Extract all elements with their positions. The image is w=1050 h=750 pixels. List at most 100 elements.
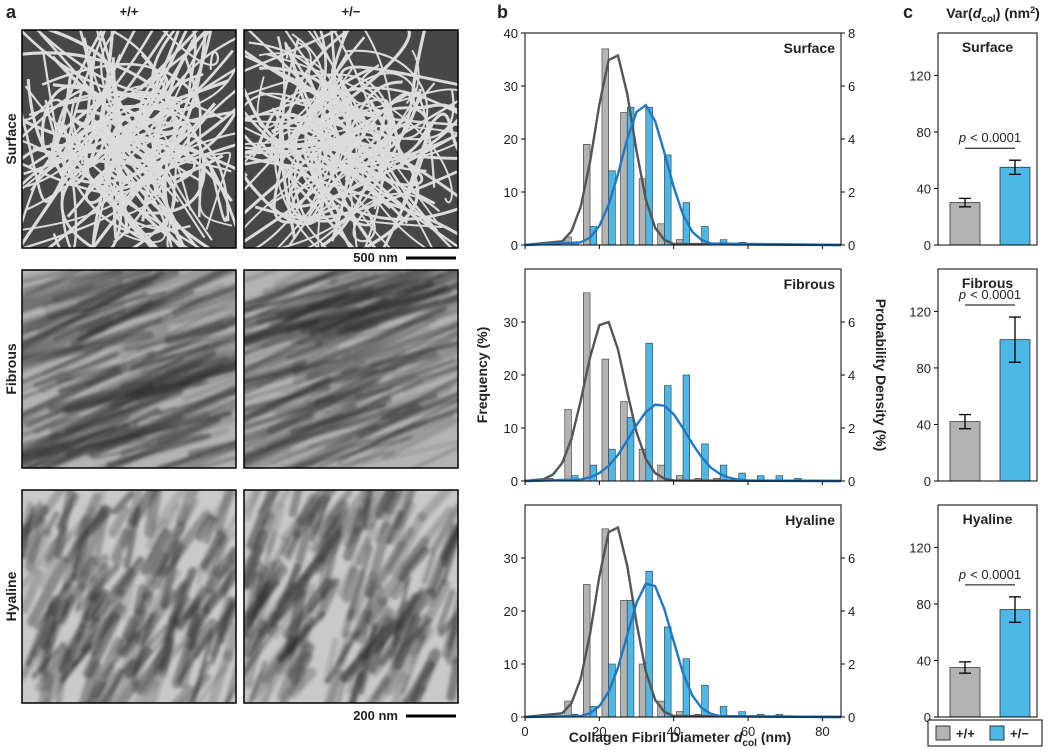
fibril [223,622,236,663]
scale-bar-label: 200 nm [353,708,398,723]
fibril [278,112,421,239]
fibril [128,490,159,527]
significance-label: p < 0.0001 [958,130,1021,145]
y2-tick-label: 8 [848,26,855,41]
fibril [22,389,145,425]
fibril [270,438,329,466]
fibril [39,529,71,590]
fibril [358,422,416,451]
histogram-bar [645,570,653,718]
error-bar [959,413,971,430]
fibril [244,447,293,468]
y-tick-label: 30 [504,551,518,566]
fibril [22,538,58,590]
fibril [55,364,122,384]
fibril [293,403,422,468]
fibril [248,41,333,248]
fibril [73,532,90,582]
fibril [137,638,175,696]
y2-tick-label: 2 [848,185,855,200]
legend-swatch [989,725,1005,741]
fibril [123,410,211,438]
fibril [336,678,347,703]
fibril [195,514,215,542]
fibril [361,440,458,465]
fibril [48,295,207,379]
bar [949,202,981,246]
fibril [253,347,405,418]
fibril [401,661,436,703]
fibril [159,540,183,610]
y-tick-label: 30 [504,79,518,94]
fibril [244,270,281,284]
fibril [405,684,427,703]
fibril [223,662,236,703]
fibril [246,490,279,551]
fibril [111,490,135,515]
fibril [22,72,159,139]
fibril [276,85,394,248]
plot-frame [937,268,1038,482]
y2-tick-label: 2 [848,657,855,672]
micrograph-frame [243,489,459,704]
fibril [75,492,101,540]
fibril [285,531,302,561]
fibril [274,437,352,468]
y-tick-label: 30 [504,315,518,330]
panel-label: c [903,2,913,22]
fibril [382,416,458,461]
fibril [279,160,384,199]
fibril [309,495,331,542]
fibril [323,637,339,685]
histogram-bar [589,464,598,482]
fibril [176,296,236,323]
fibril [390,672,410,703]
fibril [276,36,348,165]
fibril [151,490,190,531]
histogram-bar [664,385,672,482]
fibril [181,445,236,468]
fibril [120,398,236,428]
fibril [74,592,97,644]
row-label: Fibrous [3,343,19,395]
fibril [270,589,306,628]
bar [999,166,1031,246]
fibril [22,309,126,346]
fibril [295,498,322,563]
fibril [364,521,392,599]
fibril-layer [244,270,458,468]
fibril [308,82,436,219]
fibril [446,656,458,702]
fibril [85,567,136,629]
fibril [105,433,211,468]
y-tick-label: 40 [917,181,931,196]
plot-frame [524,504,842,718]
micrograph [244,30,458,248]
fibril [160,504,191,567]
fibril [361,64,391,176]
fibril [244,380,377,450]
fibril [31,594,75,659]
x-tick-label: 60 [741,724,755,739]
column-label: +/− [342,4,361,19]
fibril [370,342,458,367]
fibril [191,455,236,468]
fibril [339,414,455,468]
fibril [342,354,442,411]
fibril-layer [244,490,458,703]
fibril [22,568,44,614]
fibril [78,270,179,307]
fibril [258,52,458,159]
fibril [210,490,236,523]
y2-axis-label: Probability Density (%) [873,299,889,451]
density-curve [524,53,842,247]
text-part: Var( [946,5,973,21]
legend-label: +/− [1010,726,1029,741]
fibril [397,546,430,582]
micrograph [244,270,458,468]
fibril-layer [22,490,236,703]
fibril [31,641,66,680]
y-tick-label: 40 [504,26,518,41]
